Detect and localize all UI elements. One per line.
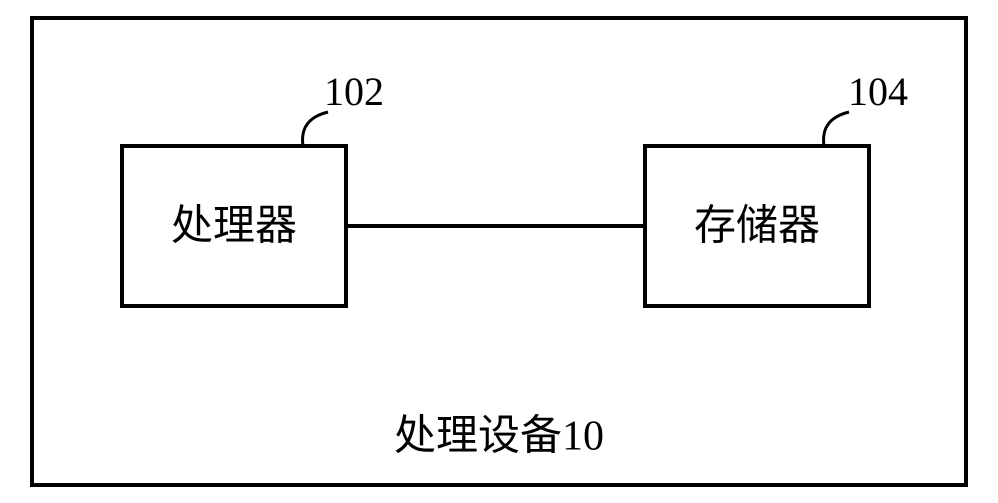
- node-memory-label: 存储器: [694, 204, 820, 250]
- node-processor-label: 处理器: [171, 204, 297, 250]
- node-memory: 存储器 104: [645, 69, 908, 306]
- caption: 处理设备10: [394, 414, 604, 460]
- node-processor: 处理器 102: [122, 69, 384, 306]
- node-memory-ref: 104: [848, 69, 908, 114]
- block-diagram: 处理器 102 存储器 104 处理设备10: [0, 0, 998, 503]
- node-processor-leader: [303, 112, 328, 146]
- node-memory-leader: [824, 112, 849, 146]
- node-processor-ref: 102: [324, 69, 384, 114]
